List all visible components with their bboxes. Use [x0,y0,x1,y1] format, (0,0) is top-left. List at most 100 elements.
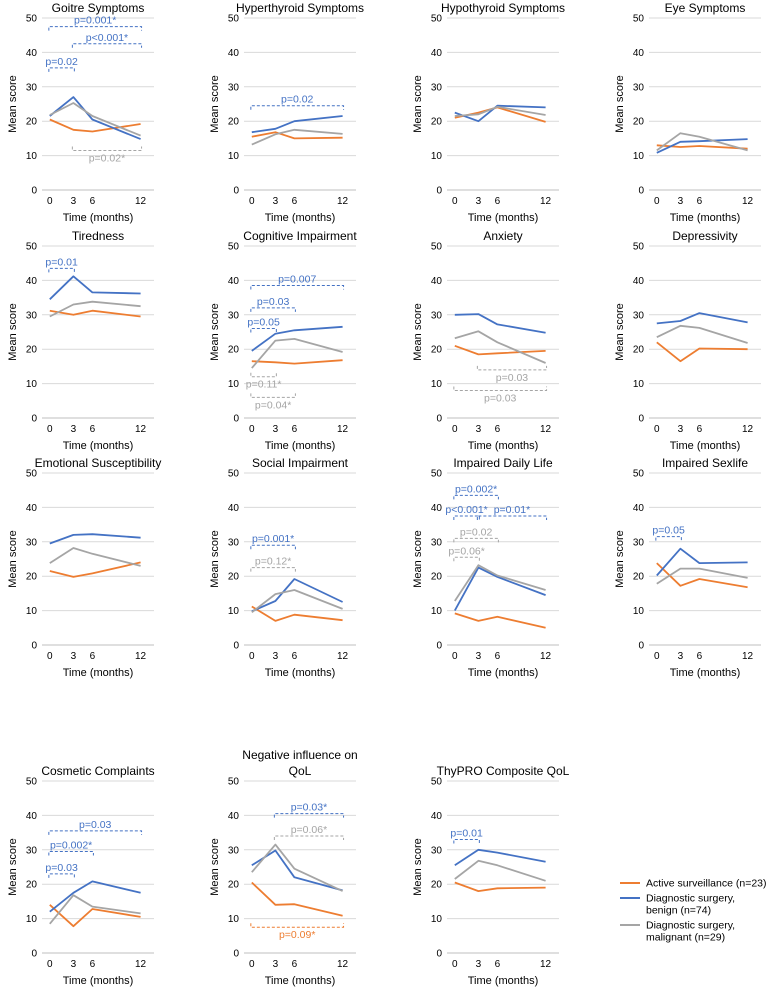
x-tick-label: 12 [540,651,552,662]
x-tick-label: 3 [71,424,77,435]
y-tick-label: 10 [633,379,645,390]
x-tick-label: 0 [452,651,458,662]
series-line-3 [656,324,748,344]
y-tick-label: 50 [26,469,38,480]
y-tick-label: 0 [31,641,37,652]
y-tick-label: 10 [26,606,38,617]
y-axis-label: Mean score [7,303,19,360]
y-tick-label: 10 [431,606,443,617]
y-tick-label: 20 [26,880,38,891]
p-value-label: p=0.002* [50,840,92,852]
x-tick-label: 6 [697,651,703,662]
p-value-label: p=0.01* [494,504,531,516]
significance-bracket [250,285,345,290]
chart-panel-3: Hypothyroid Symptoms 0 10 20 30 40 50 0 3 6 12Time… [412,1,565,224]
significance-bracket [453,494,499,500]
y-tick-label: 40 [26,276,38,287]
y-tick-label: 30 [228,82,240,93]
y-tick-label: 40 [431,811,443,822]
y-tick-label: 30 [26,82,38,93]
series-line-3 [49,300,141,318]
x-tick-label: 6 [292,196,298,207]
y-tick-label: 0 [233,186,239,197]
series-line-1 [49,309,141,318]
x-axis-label: Time (months) [63,212,134,224]
y-axis-label: Mean score [7,75,19,132]
series-line-3 [251,589,343,614]
x-tick-label: 3 [476,424,482,435]
significance-bracket [453,386,548,391]
series-line-2 [454,566,546,612]
x-tick-label: 0 [249,424,255,435]
x-axis-label: Time (months) [265,440,336,452]
series-line-2 [251,325,343,352]
series-line-1 [49,904,141,928]
x-tick-label: 0 [47,651,53,662]
y-tick-label: 40 [26,503,38,514]
p-value-label: p=0.03 [257,296,290,308]
y-tick-label: 20 [26,117,38,128]
significance-bracket [250,372,277,378]
significance-bracket [250,307,296,312]
y-tick-label: 40 [228,503,240,514]
x-tick-label: 6 [495,651,501,662]
x-tick-label: 6 [495,424,501,435]
y-tick-label: 40 [431,276,443,287]
significance-bracket [453,556,480,562]
x-axis-label: Time (months) [265,667,336,679]
y-tick-label: 50 [228,469,240,480]
y-axis-label: Mean score [614,75,626,132]
x-tick-label: 0 [47,959,53,970]
series-line-2 [454,104,546,123]
x-tick-label: 0 [249,196,255,207]
y-axis-label: Mean score [412,530,424,587]
y-tick-label: 30 [228,537,240,548]
x-tick-label: 6 [292,651,298,662]
y-tick-label: 10 [633,606,645,617]
x-axis-label: Time (months) [265,975,336,987]
p-value-label: p=0.02* [89,152,126,164]
p-value-label: p=0.002* [455,483,497,495]
y-tick-label: 20 [228,345,240,356]
legend-label: Active surveillance (n=23) [646,878,767,890]
y-tick-label: 30 [633,537,645,548]
chart-title: Impaired Daily Life [453,456,553,470]
y-axis-label: Mean score [412,75,424,132]
y-axis-label: Mean score [412,303,424,360]
y-tick-label: 50 [26,14,38,25]
y-tick-label: 20 [228,117,240,128]
p-value-label: p=0.05 [247,317,280,329]
x-tick-label: 0 [47,196,53,207]
series-line-3 [454,859,546,882]
chart-title: Eye Symptoms [665,1,746,15]
x-tick-label: 3 [476,959,482,970]
chart-title: Negative influence on [242,748,357,762]
significance-bracket [48,851,94,856]
significance-bracket [48,67,75,72]
series-line-2 [251,578,343,613]
x-tick-label: 0 [47,424,53,435]
y-tick-label: 20 [431,117,443,128]
chart-title: Impaired Sexlife [662,456,748,470]
p-value-label: p=0.03 [496,372,529,384]
x-tick-label: 12 [135,651,147,662]
p-value-label: p=0.04* [255,399,292,411]
p-value-label: p=0.06* [448,545,485,557]
significance-bracket [476,515,548,520]
y-tick-label: 30 [431,310,443,321]
y-tick-label: 20 [633,345,645,356]
x-tick-label: 3 [678,651,684,662]
x-axis-label: Time (months) [63,440,134,452]
y-tick-label: 20 [431,345,443,356]
y-tick-label: 10 [26,151,38,162]
p-value-label: p=0.05 [652,525,685,537]
p-value-label: p<0.001* [445,504,487,516]
x-tick-label: 6 [495,959,501,970]
y-axis-label: Mean score [7,530,19,587]
series-line-3 [454,330,546,364]
y-axis-label: Mean score [614,303,626,360]
